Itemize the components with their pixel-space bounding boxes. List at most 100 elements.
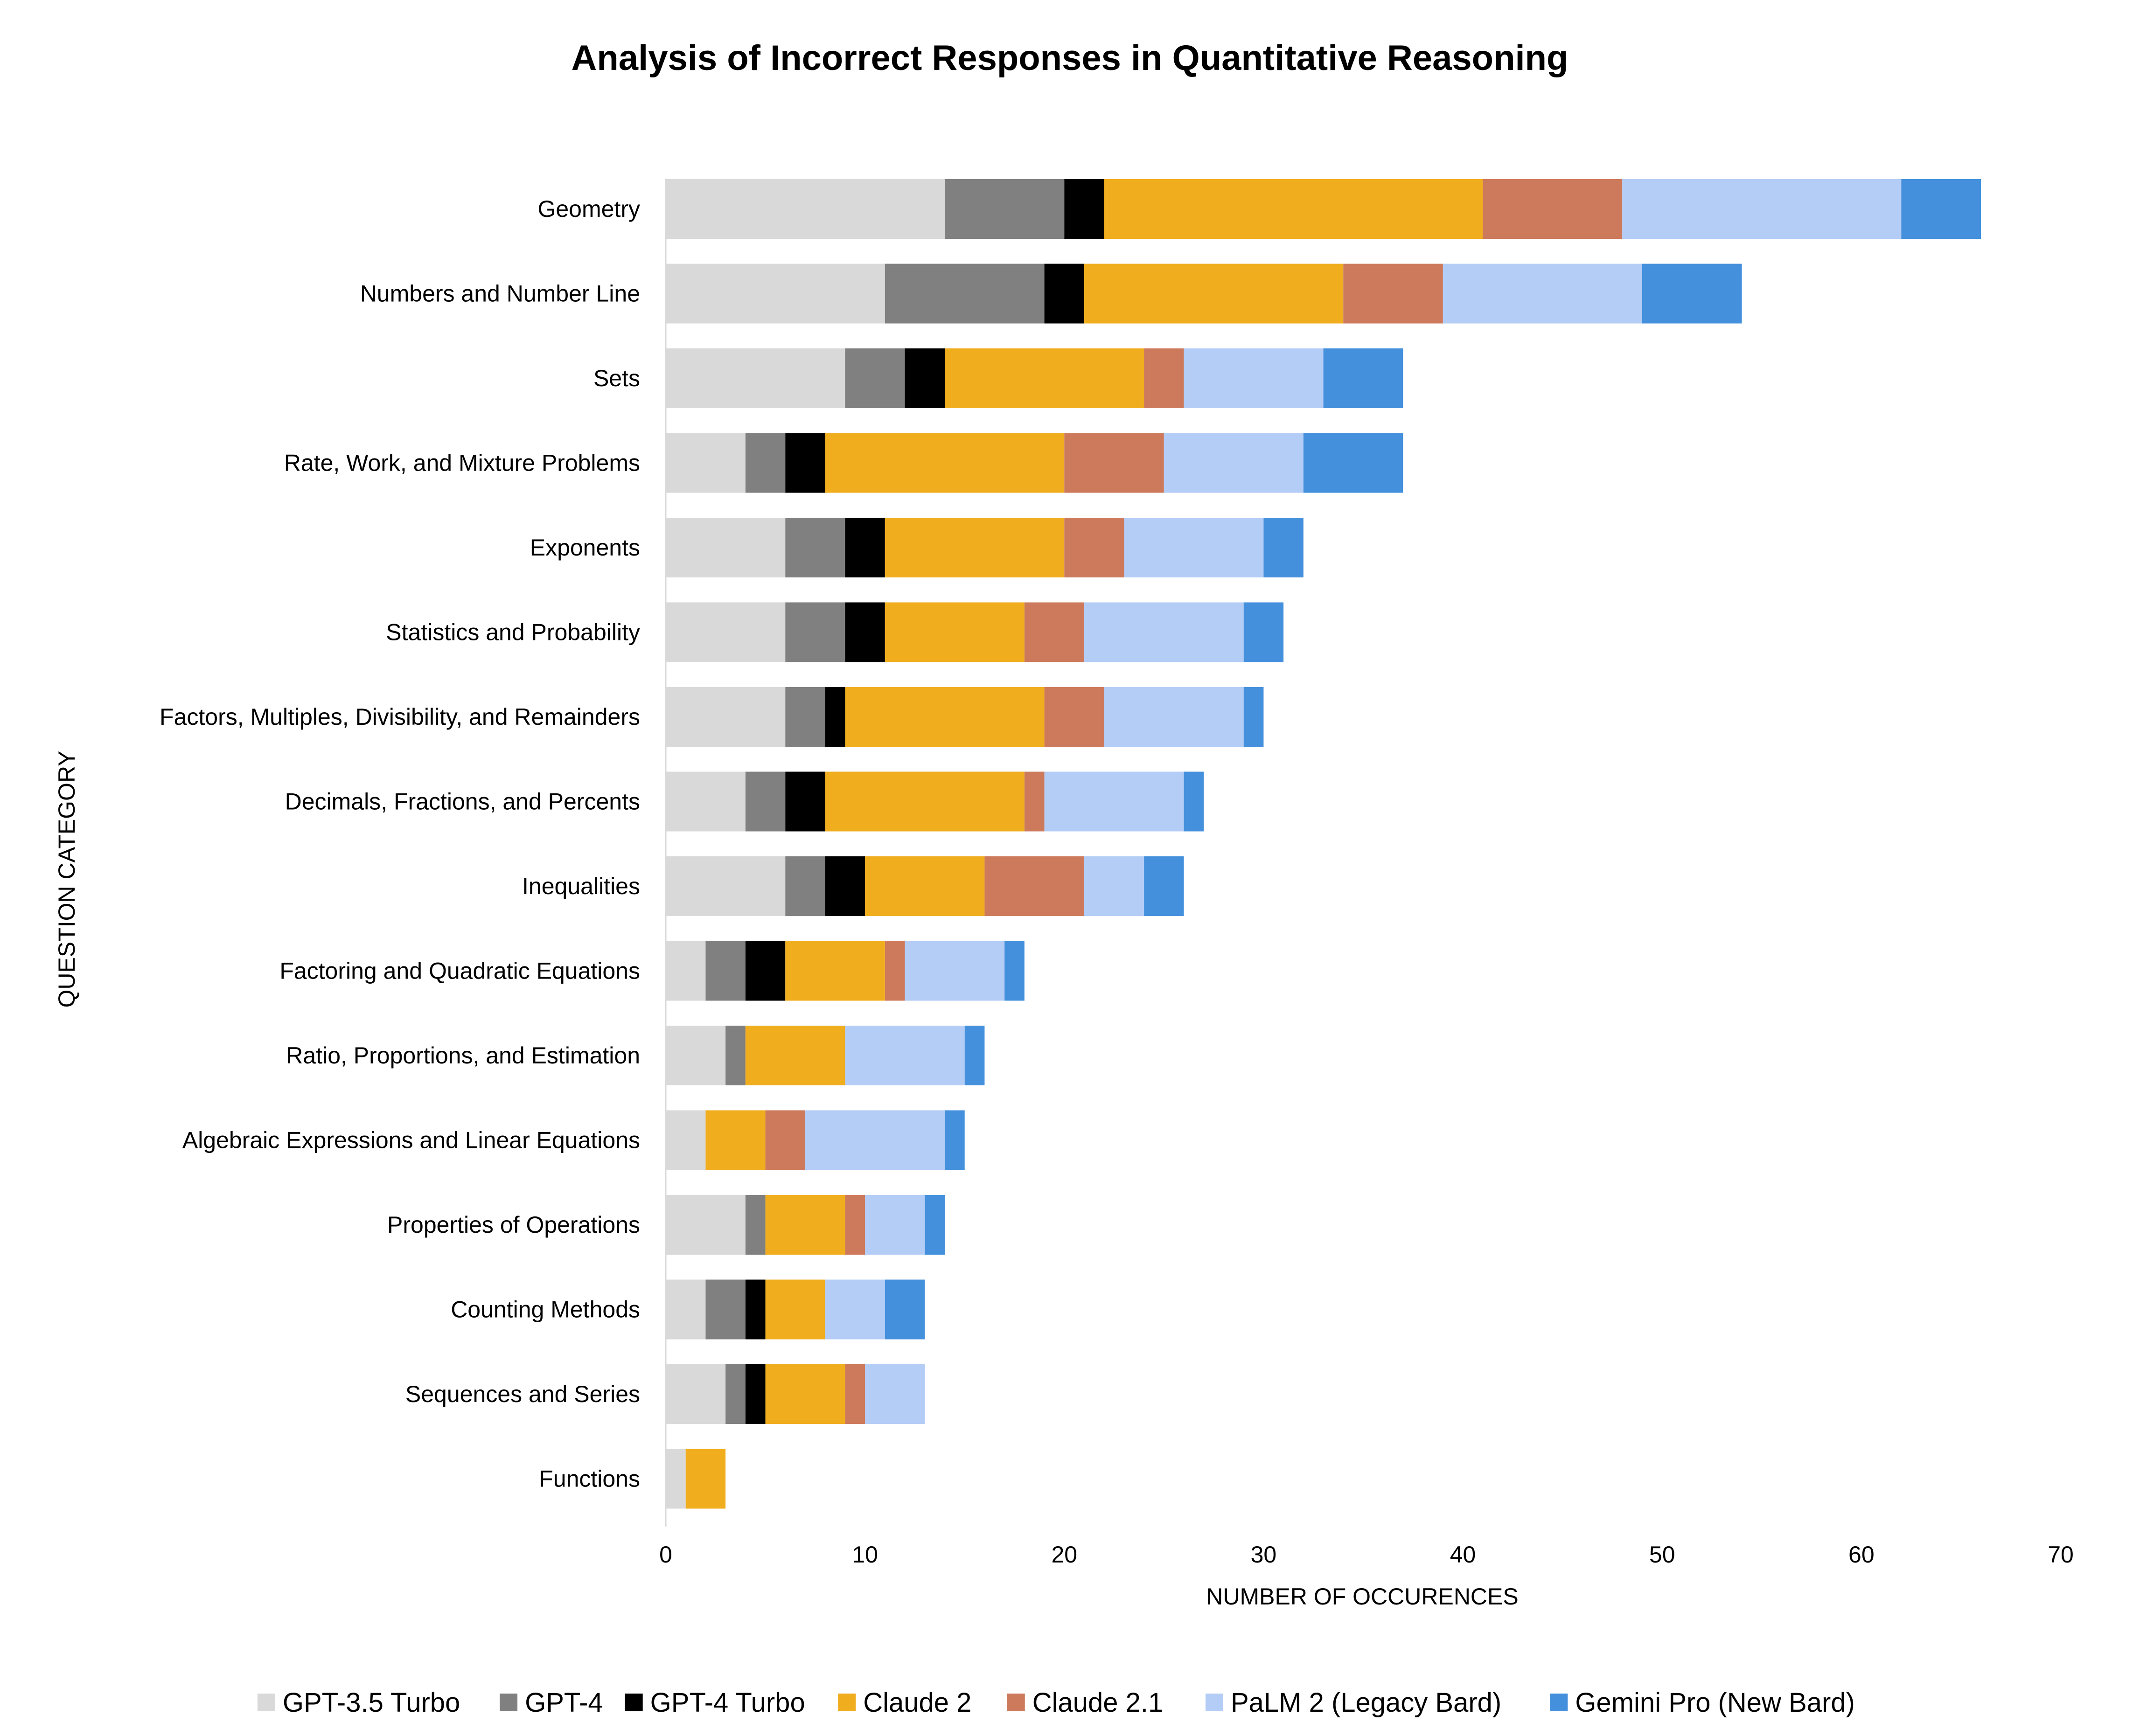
bar-sequences-and-series-gpt-4-turbo: [745, 1364, 766, 1424]
bar-numbers-and-number-line-claude-2-1: [1343, 264, 1443, 324]
legend-swatch-claude-2: [838, 1694, 856, 1711]
bar-properties-of-operations-gpt-3-5-turbo: [666, 1195, 746, 1255]
bar-geometry-gemini-pro-new-bard: [1901, 179, 1981, 239]
legend-swatch-claude-2-1: [1007, 1694, 1025, 1711]
bar-functions-claude-2: [685, 1449, 726, 1509]
bar-factoring-and-quadratic-equations-palm-2-legacy-bard: [905, 941, 1005, 1001]
category-label-numbers-and-number-line: Numbers and Number Line: [360, 281, 640, 307]
bar-statistics-and-probability-claude-2: [885, 602, 1025, 662]
bar-rate-work-and-mixture-problems-gemini-pro-new-bard: [1303, 433, 1403, 493]
legend-swatch-gpt-4: [500, 1694, 518, 1711]
category-label-functions: Functions: [539, 1466, 640, 1492]
x-tick-label-40: 40: [1450, 1542, 1476, 1568]
bar-numbers-and-number-line-palm-2-legacy-bard: [1443, 264, 1642, 324]
chart-title: Analysis of Incorrect Responses in Quant…: [572, 38, 1568, 78]
x-tick-label-30: 30: [1251, 1542, 1277, 1568]
bar-decimals-fractions-and-percents-gpt-4-turbo: [785, 771, 825, 832]
bar-decimals-fractions-and-percents-claude-2-1: [1024, 771, 1045, 832]
bar-factors-multiples-divisibility-and-remainders-gpt-3-5-turbo: [666, 687, 786, 747]
bar-decimals-fractions-and-percents-gpt-3-5-turbo: [666, 771, 746, 832]
x-tick-label-60: 60: [1848, 1542, 1875, 1568]
bar-inequalities-gpt-4: [785, 856, 825, 916]
bar-inequalities-gpt-4-turbo: [825, 856, 865, 916]
bar-rate-work-and-mixture-problems-gpt-4-turbo: [785, 433, 825, 493]
bar-properties-of-operations-claude-2: [765, 1195, 845, 1255]
bar-factors-multiples-divisibility-and-remainders-gemini-pro-new-bard: [1243, 687, 1264, 747]
bar-sets-palm-2-legacy-bard: [1184, 348, 1324, 408]
bar-counting-methods-gemini-pro-new-bard: [885, 1279, 925, 1340]
category-label-ratio-proportions-and-estimation: Ratio, Proportions, and Estimation: [286, 1042, 640, 1069]
bar-statistics-and-probability-palm-2-legacy-bard: [1084, 602, 1244, 662]
bar-sequences-and-series-claude-2: [765, 1364, 845, 1424]
bar-geometry-palm-2-legacy-bard: [1622, 179, 1902, 239]
bar-decimals-fractions-and-percents-gpt-4: [745, 771, 786, 832]
legend-label-claude-2-1: Claude 2.1: [1032, 1687, 1164, 1718]
x-tick-label-0: 0: [659, 1542, 672, 1568]
category-label-properties-of-operations: Properties of Operations: [387, 1212, 640, 1238]
bar-ratio-proportions-and-estimation-gpt-3-5-turbo: [666, 1026, 726, 1085]
legend-label-gpt-3-5-turbo: GPT-3.5 Turbo: [283, 1687, 460, 1718]
bar-inequalities-palm-2-legacy-bard: [1084, 856, 1144, 916]
bar-geometry-gpt-4: [945, 179, 1065, 239]
bar-factoring-and-quadratic-equations-gpt-4-turbo: [745, 941, 786, 1001]
legend-item-gpt-3-5-turbo: GPT-3.5 Turbo: [257, 1687, 460, 1718]
bar-numbers-and-number-line-gpt-4-turbo: [1044, 264, 1084, 324]
bar-counting-methods-claude-2: [765, 1279, 825, 1340]
legend-item-gpt-4-turbo: GPT-4 Turbo: [625, 1687, 805, 1718]
bar-factoring-and-quadratic-equations-gemini-pro-new-bard: [1004, 941, 1025, 1001]
bar-sequences-and-series-gpt-4: [725, 1364, 746, 1424]
bar-exponents-palm-2-legacy-bard: [1124, 518, 1264, 577]
legend-swatch-palm-2-legacy-bard: [1205, 1694, 1223, 1711]
x-axis-ticks: 0 10 20 30 40 50 60 70: [659, 1542, 2074, 1568]
bar-geometry-gpt-4-turbo: [1064, 179, 1104, 239]
category-labels: Geometry Numbers and Number Line Sets Rate,…: [160, 196, 640, 1492]
bar-numbers-and-number-line-gpt-4: [885, 264, 1045, 324]
bar-rate-work-and-mixture-problems-gpt-3-5-turbo: [666, 433, 746, 493]
bar-sequences-and-series-gpt-3-5-turbo: [666, 1364, 726, 1424]
category-label-sets: Sets: [593, 365, 640, 391]
bar-properties-of-operations-gemini-pro-new-bard: [925, 1195, 945, 1255]
bar-numbers-and-number-line-gpt-3-5-turbo: [666, 264, 885, 324]
category-label-geometry: Geometry: [537, 196, 640, 222]
bar-ratio-proportions-and-estimation-palm-2-legacy-bard: [845, 1026, 965, 1085]
legend-label-palm-2-legacy-bard: PaLM 2 (Legacy Bard): [1231, 1687, 1501, 1718]
legend-item-claude-2: Claude 2: [838, 1687, 971, 1718]
bar-numbers-and-number-line-claude-2: [1084, 264, 1344, 324]
category-label-statistics-and-probability: Statistics and Probability: [386, 619, 640, 646]
x-tick-label-10: 10: [852, 1542, 878, 1568]
bar-statistics-and-probability-claude-2-1: [1024, 602, 1084, 662]
bar-factors-multiples-divisibility-and-remainders-gpt-4: [785, 687, 825, 747]
bar-numbers-and-number-line-gemini-pro-new-bard: [1642, 264, 1742, 324]
bar-sets-claude-2: [945, 348, 1144, 408]
category-label-factoring-and-quadratic-equations: Factoring and Quadratic Equations: [279, 958, 640, 984]
bar-sequences-and-series-claude-2-1: [845, 1364, 865, 1424]
bar-counting-methods-gpt-3-5-turbo: [666, 1279, 706, 1340]
bar-inequalities-claude-2: [865, 856, 985, 916]
bar-geometry-claude-2-1: [1483, 179, 1623, 239]
legend-label-gemini-pro-new-bard: Gemini Pro (New Bard): [1575, 1687, 1854, 1718]
bar-counting-methods-gpt-4: [705, 1279, 746, 1340]
category-label-decimals-fractions-and-percents: Decimals, Fractions, and Percents: [285, 789, 640, 815]
bar-factoring-and-quadratic-equations-claude-2: [785, 941, 885, 1001]
bar-factors-multiples-divisibility-and-remainders-palm-2-legacy-bard: [1104, 687, 1244, 747]
bar-algebraic-expressions-and-linear-equations-gemini-pro-new-bard: [945, 1110, 965, 1170]
legend-item-claude-2-1: Claude 2.1: [1007, 1687, 1164, 1718]
category-label-rate-work-and-mixture-problems: Rate, Work, and Mixture Problems: [284, 450, 640, 476]
bar-sets-claude-2-1: [1144, 348, 1184, 408]
bar-properties-of-operations-claude-2-1: [845, 1195, 865, 1255]
bar-factoring-and-quadratic-equations-claude-2-1: [885, 941, 905, 1001]
bar-counting-methods-palm-2-legacy-bard: [825, 1279, 885, 1340]
bar-exponents-claude-2-1: [1064, 518, 1124, 577]
bar-geometry-claude-2: [1104, 179, 1483, 239]
category-label-exponents: Exponents: [530, 535, 640, 561]
bar-properties-of-operations-palm-2-legacy-bard: [865, 1195, 925, 1255]
bar-exponents-gpt-4-turbo: [845, 518, 885, 577]
bar-rate-work-and-mixture-problems-claude-2-1: [1064, 433, 1164, 493]
legend-label-gpt-4-turbo: GPT-4 Turbo: [650, 1687, 805, 1718]
legend-item-gemini-pro-new-bard: Gemini Pro (New Bard): [1550, 1687, 1855, 1718]
bar-sets-gpt-4-turbo: [905, 348, 945, 408]
category-label-factors-multiples-divisibility-and-remainders: Factors, Multiples, Divisibility, and Re…: [160, 704, 640, 730]
bar-rate-work-and-mixture-problems-claude-2: [825, 433, 1065, 493]
